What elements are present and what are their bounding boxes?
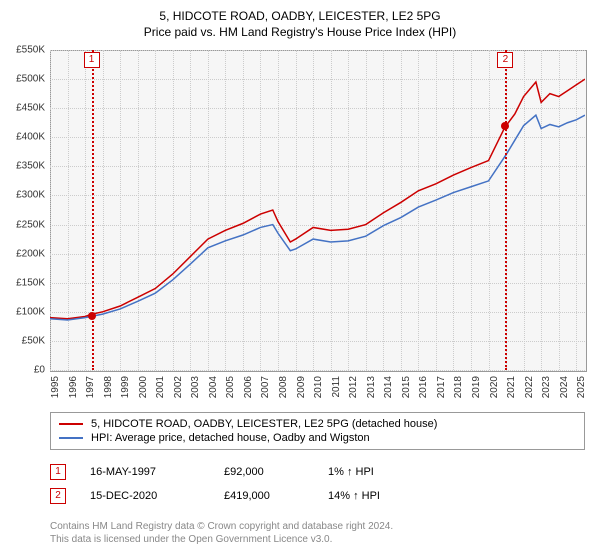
x-tick-label: 2001 bbox=[155, 376, 166, 398]
chart-area: £0£50K£100K£150K£200K£250K£300K£350K£400… bbox=[50, 50, 585, 370]
y-tick-label: £500K bbox=[16, 74, 45, 85]
x-tick-label: 2022 bbox=[524, 376, 535, 398]
sale-marker-box: 1 bbox=[84, 52, 100, 68]
sale-marker-line bbox=[505, 50, 507, 370]
sale-marker-line bbox=[92, 50, 94, 370]
legend-label: 5, HIDCOTE ROAD, OADBY, LEICESTER, LE2 5… bbox=[91, 418, 437, 430]
sale-marker-box: 2 bbox=[497, 52, 513, 68]
y-tick-label: £450K bbox=[16, 103, 45, 114]
sale-dot bbox=[501, 122, 509, 130]
sale-number-box: 1 bbox=[50, 464, 66, 480]
x-tick-label: 2005 bbox=[225, 376, 236, 398]
x-tick-label: 2014 bbox=[383, 376, 394, 398]
x-tick-label: 2020 bbox=[489, 376, 500, 398]
x-tick-label: 2002 bbox=[173, 376, 184, 398]
legend-item: 5, HIDCOTE ROAD, OADBY, LEICESTER, LE2 5… bbox=[59, 417, 576, 431]
x-tick-label: 1997 bbox=[85, 376, 96, 398]
x-tick-label: 2006 bbox=[243, 376, 254, 398]
x-tick-label: 2016 bbox=[418, 376, 429, 398]
attribution-line2: This data is licensed under the Open Gov… bbox=[50, 533, 393, 546]
legend-item: HPI: Average price, detached house, Oadb… bbox=[59, 431, 576, 445]
x-tick-label: 2021 bbox=[506, 376, 517, 398]
legend-swatch bbox=[59, 437, 83, 439]
chart-subtitle: Price paid vs. HM Land Registry's House … bbox=[0, 25, 600, 43]
legend-swatch bbox=[59, 423, 83, 425]
y-tick-label: £200K bbox=[16, 248, 45, 259]
y-tick-label: £300K bbox=[16, 190, 45, 201]
x-tick-label: 1998 bbox=[103, 376, 114, 398]
x-tick-label: 2018 bbox=[453, 376, 464, 398]
sale-price: £419,000 bbox=[224, 490, 304, 502]
x-tick-label: 2019 bbox=[471, 376, 482, 398]
sales-table: 1 16-MAY-1997 £92,000 1% ↑ HPI 2 15-DEC-2020 £… bbox=[50, 460, 428, 508]
x-tick-label: 1995 bbox=[50, 376, 61, 398]
legend-label: HPI: Average price, detached house, Oadb… bbox=[91, 432, 370, 444]
x-tick-label: 2011 bbox=[331, 376, 342, 398]
legend: 5, HIDCOTE ROAD, OADBY, LEICESTER, LE2 5… bbox=[50, 412, 585, 450]
x-tick-label: 2024 bbox=[559, 376, 570, 398]
x-tick-label: 2023 bbox=[541, 376, 552, 398]
y-tick-label: £350K bbox=[16, 161, 45, 172]
x-tick-label: 2025 bbox=[576, 376, 587, 398]
y-tick-label: £400K bbox=[16, 132, 45, 143]
sale-number-box: 2 bbox=[50, 488, 66, 504]
x-tick-label: 2007 bbox=[260, 376, 271, 398]
x-tick-label: 2013 bbox=[366, 376, 377, 398]
sale-row: 2 15-DEC-2020 £419,000 14% ↑ HPI bbox=[50, 484, 428, 508]
x-tick-label: 2004 bbox=[208, 376, 219, 398]
y-tick-label: £550K bbox=[16, 45, 45, 56]
y-tick-label: £50K bbox=[22, 335, 45, 346]
x-tick-label: 2003 bbox=[190, 376, 201, 398]
x-tick-label: 2010 bbox=[313, 376, 324, 398]
x-tick-label: 2009 bbox=[296, 376, 307, 398]
x-tick-label: 2017 bbox=[436, 376, 447, 398]
y-tick-label: £250K bbox=[16, 219, 45, 230]
x-tick-label: 1999 bbox=[120, 376, 131, 398]
sale-price: £92,000 bbox=[224, 466, 304, 478]
sale-date: 15-DEC-2020 bbox=[90, 490, 200, 502]
chart-title: 5, HIDCOTE ROAD, OADBY, LEICESTER, LE2 5… bbox=[0, 0, 600, 25]
y-tick-label: £100K bbox=[16, 306, 45, 317]
sale-date: 16-MAY-1997 bbox=[90, 466, 200, 478]
x-tick-label: 1996 bbox=[68, 376, 79, 398]
x-tick-label: 2008 bbox=[278, 376, 289, 398]
attribution-line1: Contains HM Land Registry data © Crown c… bbox=[50, 520, 393, 533]
y-tick-label: £150K bbox=[16, 277, 45, 288]
sale-dot bbox=[88, 312, 96, 320]
x-tick-label: 2000 bbox=[138, 376, 149, 398]
sale-hpi: 1% ↑ HPI bbox=[328, 466, 428, 478]
sale-hpi: 14% ↑ HPI bbox=[328, 490, 428, 502]
x-tick-label: 2012 bbox=[348, 376, 359, 398]
y-tick-label: £0 bbox=[34, 365, 45, 376]
attribution: Contains HM Land Registry data © Crown c… bbox=[50, 520, 393, 546]
x-tick-label: 2015 bbox=[401, 376, 412, 398]
sale-row: 1 16-MAY-1997 £92,000 1% ↑ HPI bbox=[50, 460, 428, 484]
gridline-h bbox=[50, 370, 585, 371]
